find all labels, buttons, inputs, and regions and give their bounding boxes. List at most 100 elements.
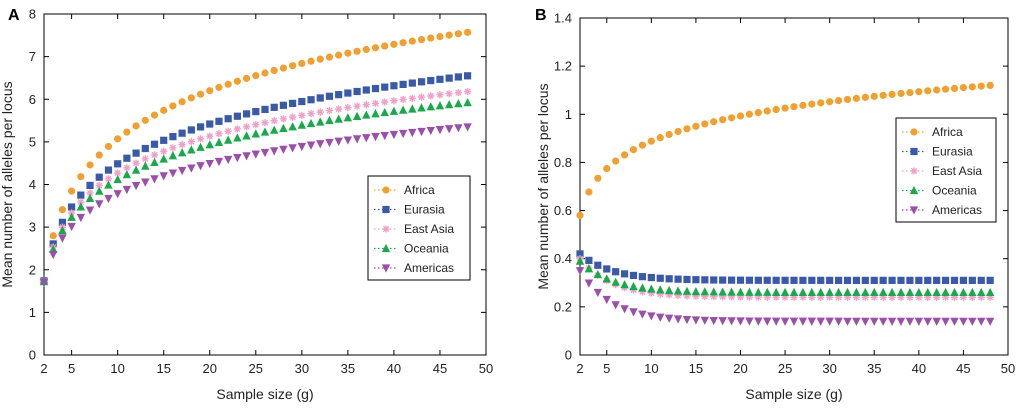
data-point — [906, 88, 914, 97]
data-point — [790, 276, 798, 284]
data-point — [132, 149, 140, 157]
data-point — [381, 98, 389, 106]
data-point — [325, 106, 334, 115]
data-point — [656, 274, 664, 282]
data-point — [343, 113, 353, 122]
data-point — [674, 275, 682, 283]
data-point — [242, 131, 251, 140]
data-point — [923, 287, 932, 297]
data-point — [799, 276, 807, 284]
data-point — [76, 213, 86, 223]
data-point — [335, 105, 343, 113]
data-point — [168, 169, 178, 178]
data-point — [878, 287, 888, 297]
data-point — [454, 124, 463, 133]
data-point — [260, 148, 270, 158]
data-point — [924, 276, 932, 284]
data-point — [789, 287, 799, 296]
data-point — [454, 99, 463, 108]
data-point — [408, 94, 416, 102]
data-point — [427, 34, 435, 42]
data-point — [665, 275, 673, 283]
x-tick-label: 20 — [733, 361, 747, 376]
data-point — [861, 287, 870, 297]
data-point — [307, 110, 315, 118]
panel-label: A — [8, 7, 20, 24]
data-point — [399, 80, 407, 88]
data-point — [665, 130, 673, 139]
data-point — [977, 82, 985, 90]
y-tick-label: 7 — [29, 49, 36, 64]
data-point — [141, 144, 149, 153]
data-point — [888, 276, 896, 284]
x-tick-label: 15 — [689, 361, 703, 376]
x-tick-label: 2 — [576, 361, 583, 376]
data-point — [941, 85, 950, 93]
data-point — [763, 107, 771, 115]
data-point — [233, 133, 242, 142]
data-point — [49, 232, 57, 240]
data-point — [223, 135, 233, 144]
y-tick-label: 0.2 — [554, 299, 572, 314]
data-point — [113, 190, 122, 199]
data-point — [177, 148, 187, 157]
data-point — [177, 166, 187, 176]
data-point — [968, 317, 977, 326]
x-tick-label: 45 — [956, 361, 970, 376]
data-point — [941, 287, 950, 297]
data-point — [159, 172, 168, 181]
data-point — [763, 317, 772, 326]
data-point — [215, 83, 223, 91]
data-point — [445, 31, 453, 39]
data-point — [224, 80, 232, 88]
data-point — [985, 317, 995, 326]
data-point — [252, 107, 260, 116]
legend-marker — [910, 128, 918, 136]
data-point — [343, 136, 353, 145]
data-point — [754, 317, 763, 326]
data-point — [362, 110, 371, 119]
data-point — [187, 126, 195, 134]
data-point — [353, 102, 361, 110]
data-point — [656, 313, 665, 322]
data-point — [852, 276, 861, 284]
data-point — [335, 91, 343, 99]
data-point — [700, 316, 710, 325]
data-point — [692, 122, 700, 130]
data-point — [710, 276, 718, 284]
data-point — [344, 103, 352, 112]
data-point — [915, 88, 923, 96]
data-point — [754, 287, 763, 296]
data-point — [307, 57, 315, 65]
data-point — [620, 270, 629, 278]
data-point — [932, 317, 941, 326]
data-point — [270, 147, 279, 156]
data-point — [68, 203, 76, 211]
data-point — [95, 186, 104, 195]
data-point — [656, 134, 664, 142]
data-point — [843, 287, 852, 297]
data-point — [629, 308, 638, 317]
data-point — [325, 53, 334, 61]
data-point — [160, 106, 168, 114]
data-point — [780, 317, 790, 326]
data-point — [104, 180, 113, 189]
data-point — [289, 62, 297, 70]
data-point — [362, 134, 371, 143]
data-point — [691, 316, 701, 325]
series-oceania — [575, 256, 995, 297]
data-point — [215, 117, 223, 125]
data-point — [141, 116, 149, 124]
legend-entry: East Asia — [932, 164, 982, 178]
data-point — [950, 276, 959, 284]
data-point — [214, 137, 224, 146]
series-africa — [40, 28, 472, 285]
data-point — [719, 116, 727, 124]
data-point — [701, 276, 709, 284]
x-tick-label: 30 — [822, 361, 836, 376]
data-point — [959, 287, 968, 297]
data-point — [736, 287, 745, 296]
data-point — [968, 83, 976, 91]
data-point — [914, 317, 924, 326]
data-point — [114, 135, 122, 143]
